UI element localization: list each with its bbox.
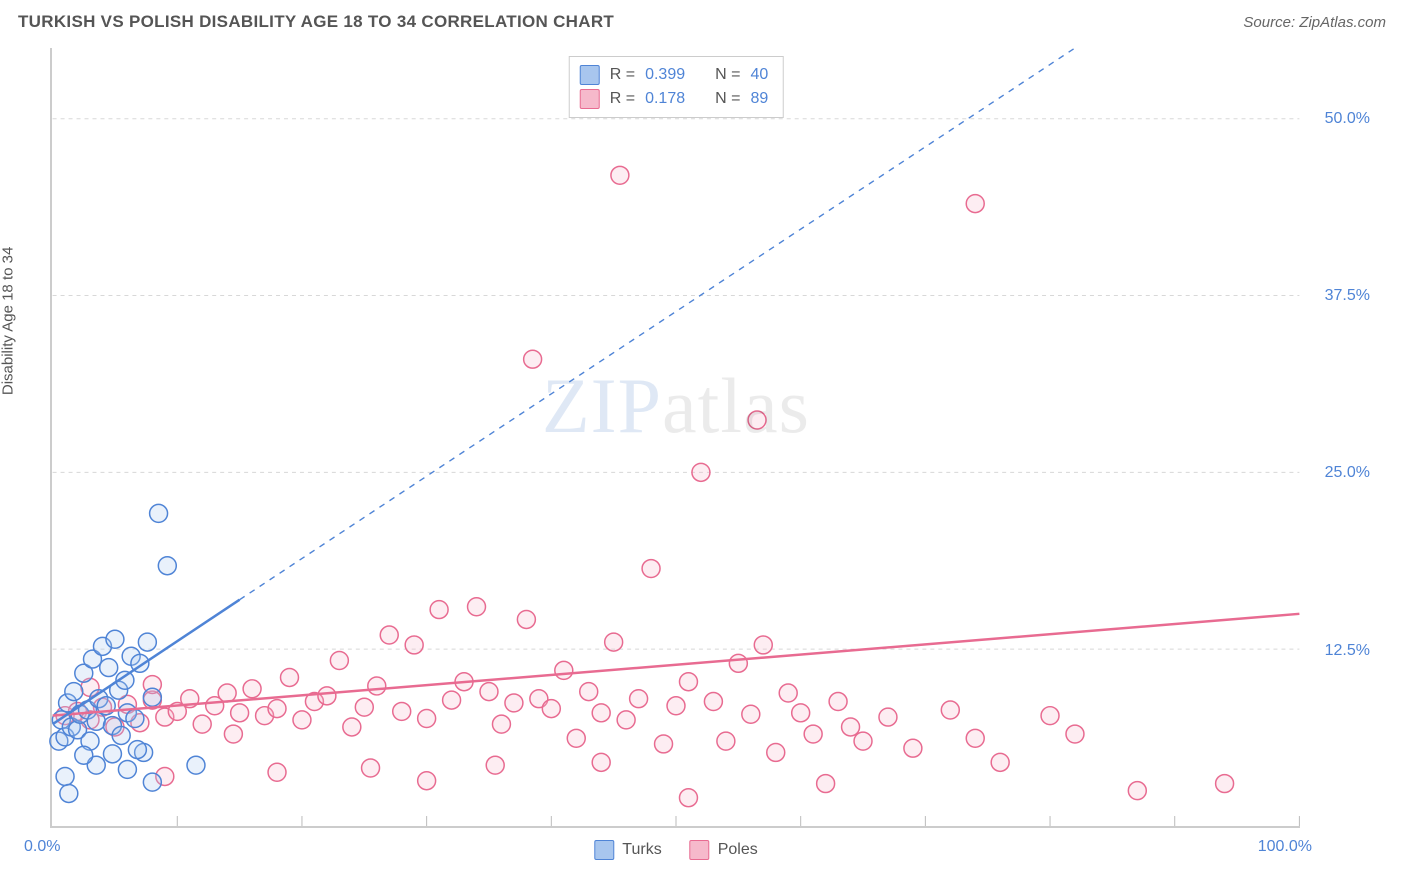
source-attribution: Source: ZipAtlas.com [1243, 14, 1386, 31]
r-label: R = [610, 90, 635, 108]
swatch-poles [580, 89, 600, 109]
r-value-turks: 0.399 [645, 66, 685, 84]
legend-row-poles: R = 0.178 N = 89 [580, 87, 769, 111]
swatch-turks [580, 65, 600, 85]
y-axis-label: Disability Age 18 to 34 [0, 247, 17, 395]
x-max-label: 100.0% [1258, 838, 1312, 856]
correlation-legend: R = 0.399 N = 40 R = 0.178 N = 89 [569, 56, 784, 118]
plot-area: ZIPatlas R = 0.399 N = 40 R = 0.178 N = … [50, 48, 1300, 828]
legend-label-poles: Poles [718, 841, 758, 859]
series-legend: Turks Poles [594, 840, 757, 860]
legend-label-turks: Turks [622, 841, 661, 859]
chart-title: TURKISH VS POLISH DISABILITY AGE 18 TO 3… [18, 12, 614, 32]
legend-square-turks [594, 840, 614, 860]
legend-item-poles: Poles [690, 840, 758, 860]
source-name: ZipAtlas.com [1299, 14, 1386, 31]
legend-square-poles [690, 840, 710, 860]
legend-row-turks: R = 0.399 N = 40 [580, 63, 769, 87]
r-value-poles: 0.178 [645, 90, 685, 108]
scatter-svg [52, 48, 1300, 826]
n-label: N = [715, 90, 740, 108]
legend-item-turks: Turks [594, 840, 661, 860]
n-value-poles: 89 [750, 90, 768, 108]
n-value-turks: 40 [750, 66, 768, 84]
y-tick-label: 25.0% [1325, 464, 1370, 482]
y-tick-label: 12.5% [1325, 642, 1370, 660]
x-origin-label: 0.0% [24, 838, 60, 856]
y-tick-label: 50.0% [1325, 110, 1370, 128]
source-prefix: Source: [1243, 14, 1299, 31]
y-tick-label: 37.5% [1325, 287, 1370, 305]
n-label: N = [715, 66, 740, 84]
header: TURKISH VS POLISH DISABILITY AGE 18 TO 3… [0, 0, 1406, 40]
r-label: R = [610, 66, 635, 84]
